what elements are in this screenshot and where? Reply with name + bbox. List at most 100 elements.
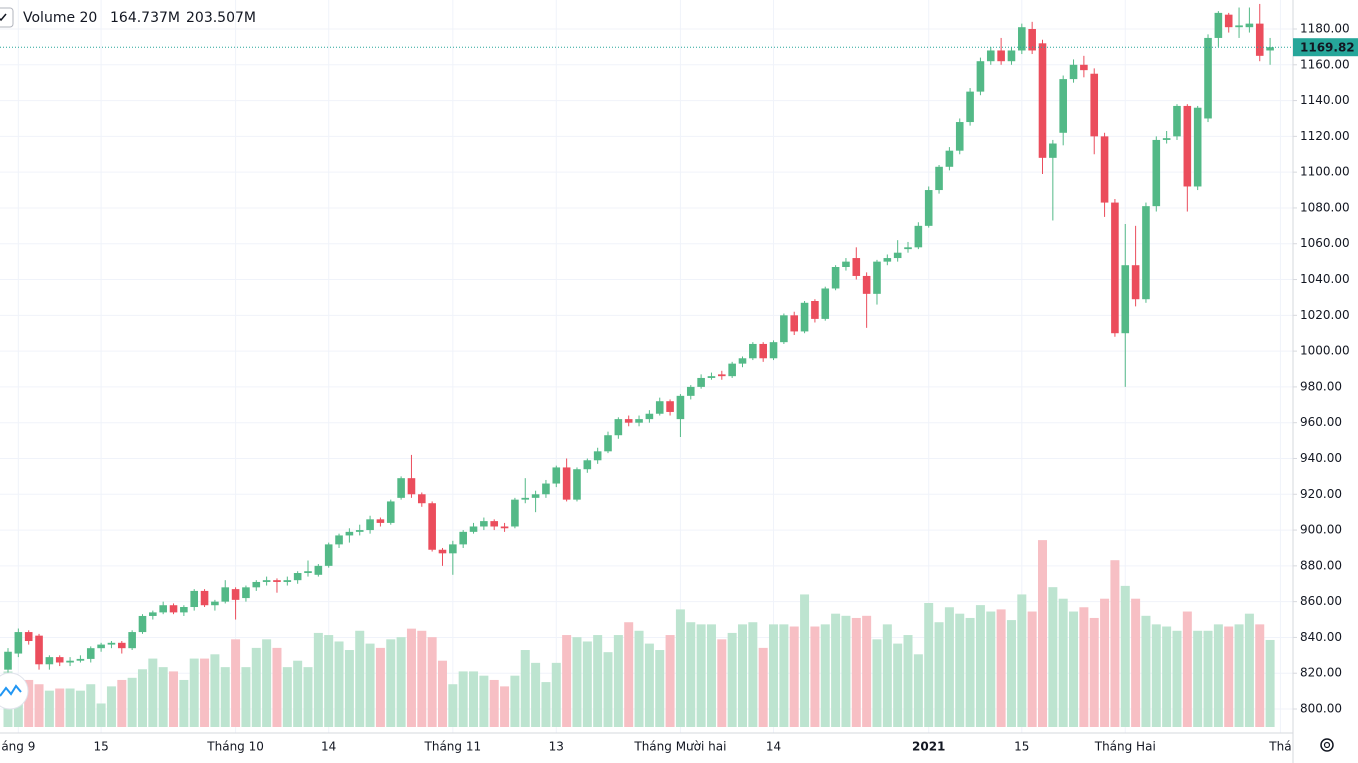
indicator-value: 164.737M [110,10,180,26]
volume-bar [737,624,747,727]
volume-bar [562,635,572,727]
candle-body [1255,23,1264,56]
candle-body [231,589,240,600]
volume-bar [34,684,44,727]
button-icon [0,684,22,697]
candle-body [790,315,799,332]
volume-bar [86,684,96,727]
volume-bar [106,686,116,727]
volume-bar [251,647,261,727]
volume-bar [417,630,427,727]
candle-body [428,503,436,550]
candles [0,3,1293,674]
volume-bar [1224,626,1234,727]
volume-bar [1038,540,1047,727]
candle-body [676,395,685,420]
volume-bar [1213,624,1223,727]
candle-body [273,580,281,582]
volume-bar [862,615,872,727]
settings-button[interactable] [1320,738,1334,752]
compare-button[interactable] [0,672,29,710]
candle-body [480,521,488,527]
volume-bar [665,635,675,727]
y-tick-label: 880.00 [1300,558,1342,572]
volume-bar [1027,611,1037,727]
candle-body [945,150,954,167]
candle-body [614,419,623,436]
candle-body [252,581,261,588]
volume-bar [1058,598,1068,727]
candle-body [500,526,509,529]
volume-bar [882,624,892,727]
candle-body [149,612,157,616]
volume-bar [1120,585,1130,727]
volume-bar [1079,607,1089,727]
candle-body [1204,37,1212,119]
volume-bar [117,679,127,727]
volume-bar [717,639,727,727]
indicator-value: 203.507M [186,10,256,26]
candle-body [1018,27,1026,51]
volume-bar [231,639,241,727]
candle-body [397,478,405,498]
x-tick-label: 2021 [912,740,945,754]
candle-body [655,401,664,414]
volume-bar [386,639,396,727]
x-tick-label: Tháng Mười hai [633,740,726,754]
candle-body [686,386,695,396]
candle-body [66,660,74,663]
y-tick-label: 1120.00 [1300,129,1350,143]
candle-body [531,494,540,498]
volume-bar [169,671,179,727]
volume-bar [127,677,137,727]
volume-bar [1255,624,1265,727]
candle-body [883,258,892,262]
candle-body [169,605,178,613]
x-tick-label: Thá [1268,740,1291,754]
candle-body [107,642,116,645]
volume-bar [406,628,416,727]
volume-bar [934,622,944,727]
legend: Volume 20 164.737M 203.507M [0,7,256,28]
y-tick-label: 960.00 [1300,415,1342,429]
y-tick-label: 1040.00 [1300,272,1350,286]
gear-icon[interactable] [1320,738,1334,752]
candle-body [904,247,912,250]
volume-bar [148,658,158,727]
volume-bar [241,667,251,727]
volume-bar [531,662,541,727]
candle-body [45,657,54,665]
candle-body [707,376,716,378]
candle-body [738,358,747,364]
candle-body [997,50,1005,62]
volume-bar [1141,615,1151,727]
volume-bar [913,654,923,727]
candle-body [304,571,312,574]
volume-bar [572,637,582,727]
y-tick-label: 840.00 [1300,630,1342,644]
candle-body [128,632,136,649]
candle-body [986,50,995,62]
labels: 800.00 820.00 840.00 860.00 880.00 900.00 920.… [1,21,1358,754]
candle-body [1214,12,1223,38]
x-tick-label: 14 [321,740,336,754]
candle-body [759,343,767,359]
volume-bar [458,671,468,727]
volume-bar [469,671,479,727]
volume-bar [75,690,85,727]
candle-body [976,61,985,92]
volume-bar [851,617,861,727]
volume-bar [924,602,934,727]
volume-bar [955,613,965,727]
legend-checkbox[interactable] [0,7,14,28]
volume-bar [789,626,799,727]
volume-bar [800,594,810,727]
volume-bar [1069,611,1079,727]
candle-body [852,258,861,276]
volume-bar [500,686,510,727]
candle-body [86,648,95,659]
volume-bar [686,622,696,727]
volume-bar [1131,598,1141,727]
volume-bar [831,613,841,727]
candle-body [1028,28,1036,51]
